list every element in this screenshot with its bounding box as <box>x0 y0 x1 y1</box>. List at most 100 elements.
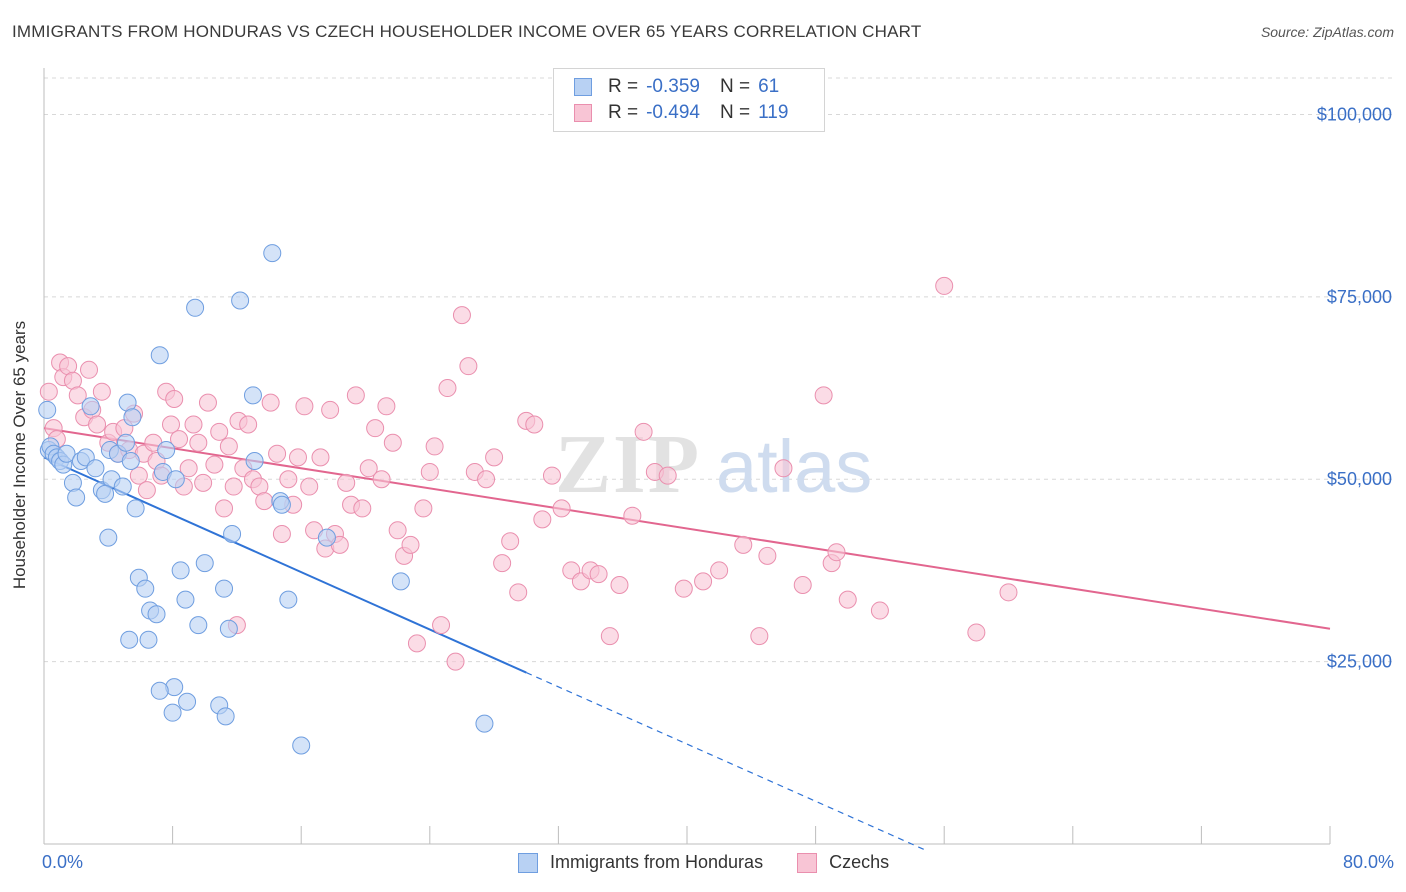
legend-item-honduras[interactable]: Immigrants from Honduras <box>518 852 763 873</box>
czechs-point <box>750 627 769 646</box>
blue-swatch <box>518 852 538 873</box>
czechs-point <box>999 583 1018 602</box>
czechs-point <box>88 415 107 434</box>
y-tick-label: $25,000 <box>1327 652 1392 672</box>
honduras-point <box>186 298 205 317</box>
czechs-point <box>288 448 307 467</box>
honduras-point <box>116 433 135 452</box>
y-axis-label: Householder Income Over 65 years <box>10 320 29 590</box>
legend-item-czechs[interactable]: Czechs <box>797 852 889 873</box>
czechs-point <box>239 415 258 434</box>
legend-row-czechs: R = -0.494 N = 119 <box>574 102 788 124</box>
honduras-point <box>317 528 336 547</box>
czechs-point <box>359 459 378 478</box>
x-min-label: 0.0% <box>42 852 84 872</box>
legend-label: Immigrants from Honduras <box>550 852 764 872</box>
series-legend: Immigrants from Honduras Czechs <box>518 852 923 873</box>
czechs-point <box>184 415 203 434</box>
czechs-point <box>300 477 319 496</box>
honduras-point <box>38 400 57 419</box>
czechs-point <box>189 433 208 452</box>
czechs-point <box>372 470 391 489</box>
czechs-point <box>452 306 471 325</box>
honduras-point <box>223 524 242 543</box>
czechs-point <box>353 499 372 518</box>
czechs-point <box>165 389 184 408</box>
czechs-point <box>137 481 156 500</box>
honduras-point <box>243 386 262 405</box>
honduras-point <box>195 554 214 573</box>
czechs-point <box>870 601 889 620</box>
r-value: -0.494 <box>646 102 700 123</box>
czechs-point <box>425 437 444 456</box>
czechs-point <box>674 579 693 598</box>
czechs-point <box>967 623 986 642</box>
czechs-point <box>205 455 224 474</box>
legend-label: Czechs <box>829 852 890 872</box>
czechs-point <box>446 652 465 671</box>
czechs-point <box>215 499 234 518</box>
czechs-point <box>542 466 561 485</box>
czechs-point <box>485 448 504 467</box>
honduras-point <box>147 605 166 624</box>
honduras-point <box>157 441 176 460</box>
czechs-point <box>80 360 99 379</box>
n-value: 61 <box>758 76 780 97</box>
honduras-point <box>189 616 208 635</box>
honduras-point <box>272 495 291 514</box>
y-tick-label: $100,000 <box>1317 104 1392 124</box>
czechs-point <box>383 433 402 452</box>
honduras-point <box>215 579 234 598</box>
honduras-point <box>150 346 169 365</box>
czechs-point <box>272 524 291 543</box>
honduras-point <box>126 499 145 518</box>
czechs-point <box>509 583 528 602</box>
czechs-point <box>377 397 396 416</box>
czechs-point <box>623 506 642 525</box>
czechs-point <box>658 466 677 485</box>
watermark: ZIP atlas <box>555 418 872 511</box>
honduras-point <box>231 291 250 310</box>
y-tick-label: $50,000 <box>1327 469 1392 489</box>
czechs-point <box>346 386 365 405</box>
czechs-point <box>161 415 180 434</box>
data-points <box>38 244 1018 755</box>
czechs-point <box>774 459 793 478</box>
czechs-point <box>198 393 217 412</box>
x-max-label: 80.0% <box>1342 852 1394 872</box>
czechs-point <box>694 572 713 591</box>
czechs-point <box>210 422 229 441</box>
correlation-legend: R = -0.359 N = 61 R = -0.494 N = 119 <box>553 68 825 132</box>
czechs-point <box>459 357 478 376</box>
honduras-point <box>81 397 100 416</box>
blue-swatch <box>574 78 592 96</box>
honduras-point <box>219 619 238 638</box>
n-label: N = <box>719 102 751 123</box>
czechs-point <box>533 510 552 529</box>
honduras-point <box>86 459 105 478</box>
honduras-point <box>279 590 298 609</box>
czechs-point <box>793 576 812 595</box>
n-value: 119 <box>758 102 789 123</box>
honduras-point <box>178 692 197 711</box>
pink-swatch <box>797 852 818 873</box>
pink-swatch <box>574 104 592 122</box>
czechs-point <box>268 444 287 463</box>
legend-row-honduras: R = -0.359 N = 61 <box>574 76 779 98</box>
czechs-point <box>438 379 457 398</box>
honduras-point <box>57 444 76 463</box>
czechs-point <box>401 535 420 554</box>
czechs-point <box>827 543 846 562</box>
czechs-point <box>129 466 148 485</box>
y-tick-labels: $25,000 $50,000 $75,000 $100,000 <box>1317 104 1392 671</box>
czechs-point <box>337 473 356 492</box>
honduras-point <box>139 630 158 649</box>
czechs-point <box>388 521 407 540</box>
czechs-point <box>432 616 451 635</box>
czechs-point <box>311 448 330 467</box>
czechs-point <box>407 634 426 653</box>
n-label: N = <box>719 76 751 97</box>
czechs-point <box>219 437 238 456</box>
honduras-point <box>96 484 115 503</box>
